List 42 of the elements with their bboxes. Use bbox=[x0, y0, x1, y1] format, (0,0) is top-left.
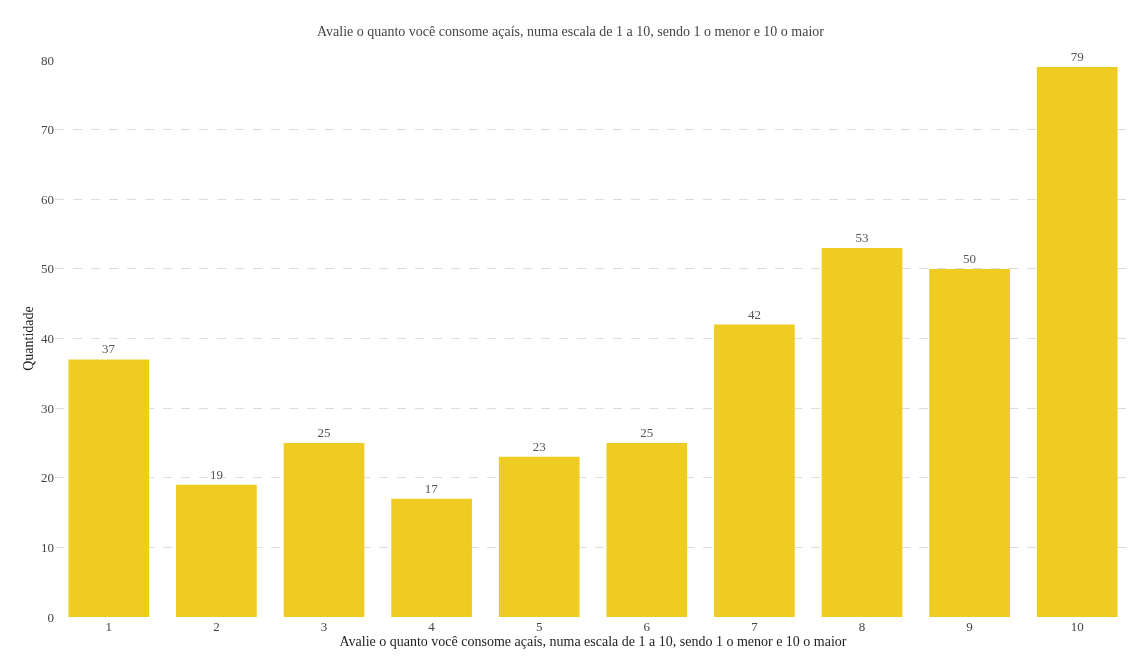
y-tick-label: 80 bbox=[41, 52, 54, 68]
x-tick-label: 2 bbox=[213, 619, 220, 634]
bar bbox=[1036, 66, 1118, 617]
y-tick-label: 10 bbox=[41, 539, 54, 555]
x-tick-label: 3 bbox=[320, 619, 328, 634]
x-tick-label: 6 bbox=[643, 619, 651, 634]
data-label: 25 bbox=[640, 424, 654, 440]
data-label: 17 bbox=[424, 480, 439, 496]
x-tick-label: 8 bbox=[858, 619, 866, 634]
bar bbox=[929, 268, 1010, 617]
x-tick-label: 7 bbox=[751, 619, 759, 634]
x-tick-label: 1 bbox=[105, 619, 113, 634]
y-tick-label: 0 bbox=[47, 609, 54, 625]
data-label: 25 bbox=[317, 424, 331, 440]
y-tick-label: 70 bbox=[41, 122, 54, 138]
x-tick-label: 9 bbox=[966, 619, 973, 634]
bar bbox=[714, 324, 795, 617]
y-tick-label: 60 bbox=[41, 191, 54, 207]
y-tick-label: 20 bbox=[41, 470, 54, 486]
data-label: 53 bbox=[855, 229, 869, 245]
data-label: 23 bbox=[532, 438, 546, 454]
x-tick-label: 5 bbox=[535, 619, 543, 634]
y-tick-label: 30 bbox=[41, 400, 54, 416]
chart-title: Avalie o quanto você consome açaís, numa escala de 1 a 10, sendo 1 o menor e 10 o maior bbox=[316, 24, 825, 40]
bar bbox=[68, 359, 150, 617]
y-tick-label: 40 bbox=[41, 331, 54, 347]
bar bbox=[821, 247, 903, 617]
x-tick-label: 10 bbox=[1070, 619, 1084, 634]
y-axis-title: Quantidade bbox=[20, 306, 36, 371]
bar bbox=[176, 484, 257, 617]
bar bbox=[606, 442, 688, 617]
data-label: 42 bbox=[747, 306, 761, 322]
bar bbox=[283, 442, 365, 617]
x-tick-label: 4 bbox=[428, 619, 436, 634]
data-label: 19 bbox=[209, 466, 223, 482]
data-label: 50 bbox=[963, 250, 977, 266]
bar bbox=[391, 498, 472, 617]
data-label: 79 bbox=[1070, 48, 1084, 64]
bar bbox=[498, 456, 580, 617]
y-tick-label: 50 bbox=[41, 261, 54, 277]
x-axis-title: Avalie o quanto você consome açaís, numa escala de 1 a 10, sendo 1 o menor e 10 o maior bbox=[339, 634, 847, 649]
data-label: 37 bbox=[102, 341, 116, 357]
